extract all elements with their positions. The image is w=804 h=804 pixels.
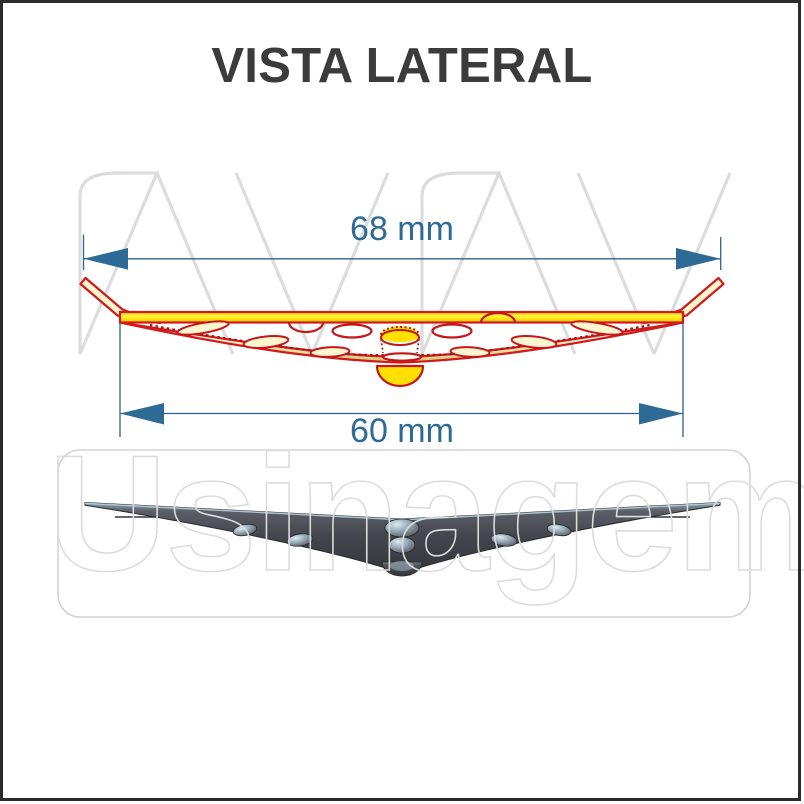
svg-text:68 mm: 68 mm <box>350 210 454 248</box>
svg-text:Usinagem: Usinagem <box>48 421 804 605</box>
